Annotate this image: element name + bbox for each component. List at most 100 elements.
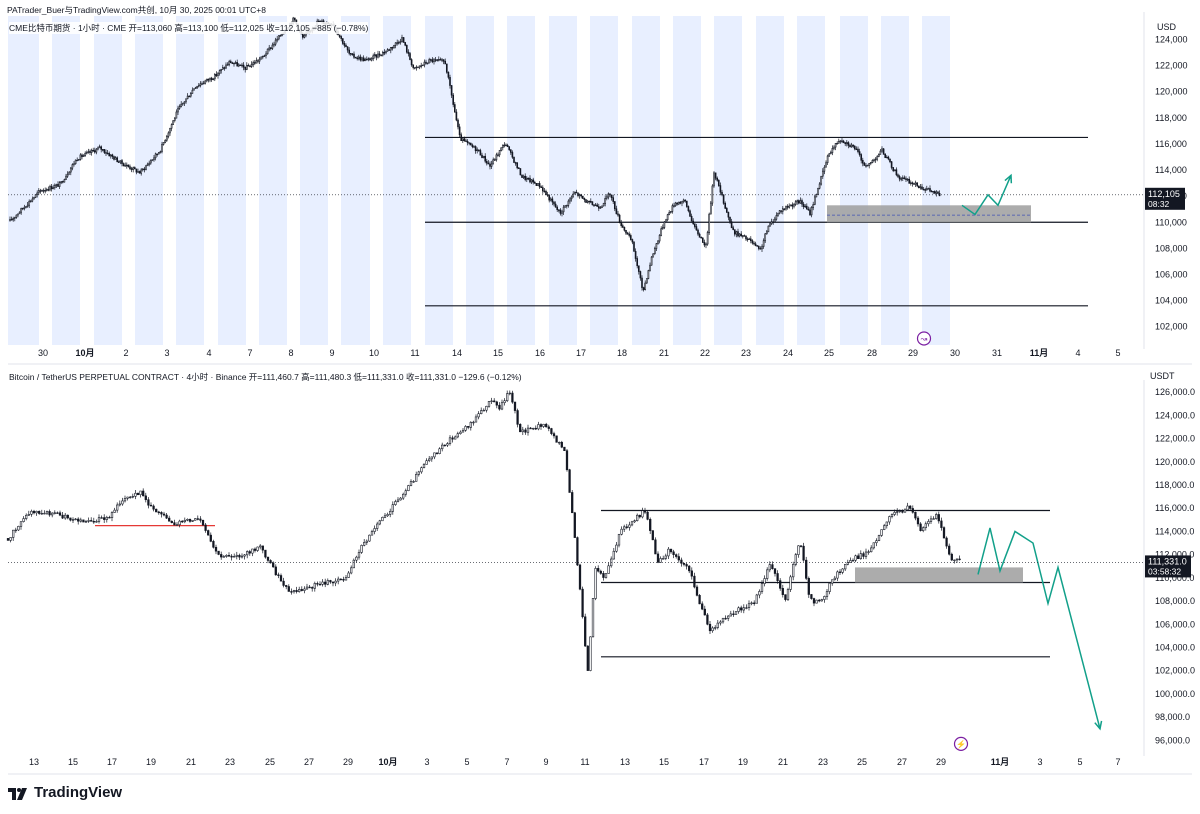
candle-body xyxy=(901,177,904,179)
candle-body xyxy=(948,545,951,555)
candle-body xyxy=(117,161,120,163)
candle-body xyxy=(643,510,647,513)
candle-body xyxy=(870,547,873,553)
candle-body xyxy=(724,203,727,209)
candle-body xyxy=(97,517,101,522)
tradingview-logo[interactable]: TradingView xyxy=(8,784,122,801)
candle-body xyxy=(733,229,736,235)
candle-body xyxy=(676,202,679,205)
candle-body xyxy=(813,196,816,205)
candle-body xyxy=(344,577,348,581)
candle-body xyxy=(165,136,168,141)
candle-body xyxy=(271,44,274,49)
candle-body xyxy=(565,205,568,207)
candle-body xyxy=(585,199,587,203)
time-tick-label: 7 xyxy=(504,757,509,767)
candle-body xyxy=(617,213,619,216)
candle-body xyxy=(724,617,727,620)
candle-body xyxy=(300,589,303,591)
candle-body xyxy=(479,150,482,156)
candle-body xyxy=(792,564,795,578)
candle-body xyxy=(113,156,115,160)
candle-body xyxy=(40,512,43,515)
candle-body xyxy=(389,47,392,51)
candle-body xyxy=(754,243,757,246)
candle-body xyxy=(916,517,920,525)
candle-body xyxy=(473,146,475,148)
candle-body xyxy=(654,539,657,555)
candle-body xyxy=(394,42,397,46)
candle-body xyxy=(178,106,181,109)
time-tick-label: 19 xyxy=(146,757,156,767)
candle-body xyxy=(279,575,283,582)
candle-body xyxy=(602,573,605,578)
session-band xyxy=(300,16,328,345)
candle-body xyxy=(935,191,938,194)
candle-body xyxy=(378,520,381,525)
candle-body xyxy=(844,564,847,570)
candle-body xyxy=(708,623,712,632)
candle-body xyxy=(613,201,616,210)
candle-body xyxy=(534,427,537,430)
time-tick-label: 21 xyxy=(659,348,669,358)
candle-body xyxy=(378,53,381,56)
candle-body xyxy=(719,185,722,193)
candle-body xyxy=(689,210,691,217)
candle-body xyxy=(389,511,392,515)
candle-body xyxy=(794,554,797,565)
candle-body xyxy=(805,205,808,210)
candle-body xyxy=(921,186,923,190)
candle-body xyxy=(706,614,709,625)
candle-body xyxy=(885,156,888,159)
candle-body xyxy=(906,505,909,511)
candle-body xyxy=(810,207,813,216)
candle-body xyxy=(577,192,579,196)
candle-body xyxy=(817,188,819,196)
candle-body xyxy=(230,555,233,558)
candle-body xyxy=(771,564,774,569)
candle-body xyxy=(527,177,530,180)
candle-body xyxy=(555,435,558,443)
candle-body xyxy=(866,164,869,167)
candle-body xyxy=(375,54,378,58)
candle-body xyxy=(194,518,197,521)
candle-body xyxy=(745,235,747,240)
candle-body xyxy=(950,553,953,561)
candle-body xyxy=(545,423,548,428)
candle-body xyxy=(354,56,357,59)
candle-body xyxy=(927,521,930,525)
candle-body xyxy=(879,150,882,155)
candle-body xyxy=(791,204,794,207)
candle-body xyxy=(734,611,738,615)
candle-body xyxy=(456,433,459,438)
event-marker-icon xyxy=(953,736,969,751)
candle-body xyxy=(867,551,870,553)
candle-body xyxy=(539,424,543,427)
candle-body xyxy=(797,200,800,204)
candle-body xyxy=(738,233,741,237)
candle-body xyxy=(660,228,663,236)
candle-body xyxy=(519,424,522,433)
time-tick-label: 15 xyxy=(68,757,78,767)
candle-body xyxy=(370,531,374,536)
candle-body xyxy=(853,145,856,150)
candle-body xyxy=(623,526,626,530)
candle-body xyxy=(353,53,355,58)
candle-body xyxy=(802,545,805,561)
candle-body xyxy=(172,120,175,125)
candle-body xyxy=(26,204,29,207)
candle-body xyxy=(441,59,443,61)
candle-body xyxy=(560,441,563,448)
candle-body xyxy=(888,516,891,523)
candle-body xyxy=(526,427,530,433)
candle-body xyxy=(457,119,459,128)
candle-body xyxy=(572,193,575,198)
session-band xyxy=(549,16,577,345)
candle-body xyxy=(815,599,818,604)
time-tick-label: 23 xyxy=(741,348,751,358)
candle-body xyxy=(524,175,527,180)
time-tick-label: 4 xyxy=(1075,348,1080,358)
price-tick-label: 112,000.0 xyxy=(1155,550,1194,560)
candle-body xyxy=(623,226,626,231)
